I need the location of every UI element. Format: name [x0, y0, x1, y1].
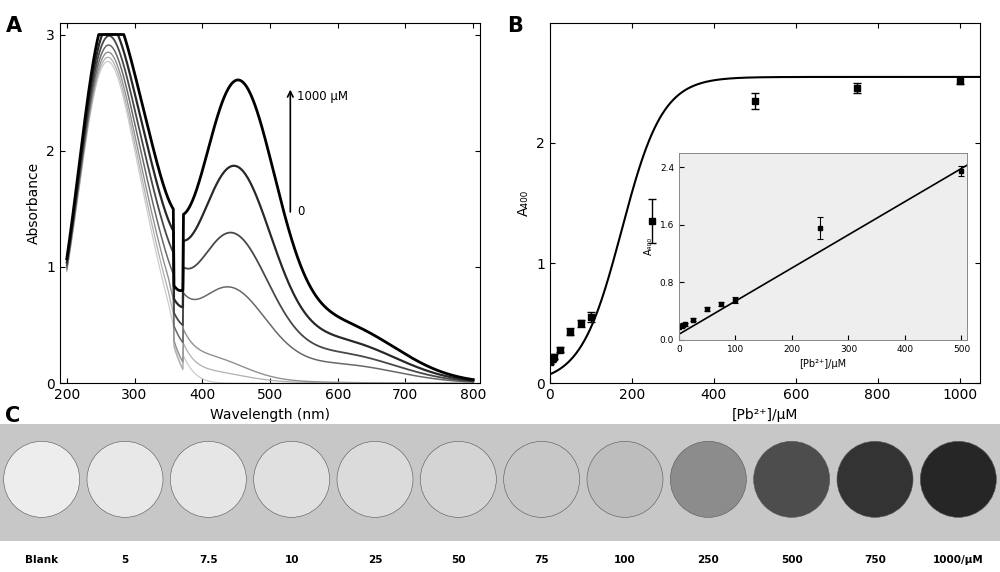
- Text: 50: 50: [451, 555, 466, 565]
- Bar: [0, 424, 1000, 541]
- Text: 10: 10: [284, 555, 299, 565]
- Ellipse shape: [670, 442, 746, 517]
- Text: C: C: [5, 406, 20, 426]
- Text: 500: 500: [781, 555, 803, 565]
- Text: B: B: [507, 15, 523, 35]
- Ellipse shape: [420, 442, 496, 517]
- Ellipse shape: [87, 442, 163, 517]
- Text: 1000/μM: 1000/μM: [933, 555, 984, 565]
- Text: 1000 μM: 1000 μM: [297, 90, 348, 104]
- Y-axis label: A₄₀₀: A₄₀₀: [517, 190, 531, 216]
- Text: 7.5: 7.5: [199, 555, 218, 565]
- Y-axis label: Absorbance: Absorbance: [27, 162, 41, 244]
- Ellipse shape: [837, 442, 913, 517]
- X-axis label: [Pb²⁺]/μM: [Pb²⁺]/μM: [732, 408, 798, 422]
- Text: 100: 100: [614, 555, 636, 565]
- Text: 25: 25: [368, 555, 382, 565]
- Ellipse shape: [504, 442, 580, 517]
- Ellipse shape: [254, 442, 330, 517]
- Text: Blank: Blank: [25, 555, 58, 565]
- Ellipse shape: [587, 442, 663, 517]
- Text: 0: 0: [297, 205, 304, 218]
- Ellipse shape: [4, 442, 80, 517]
- Text: 5: 5: [121, 555, 129, 565]
- Ellipse shape: [337, 442, 413, 517]
- Text: A: A: [5, 15, 22, 35]
- Text: 250: 250: [697, 555, 719, 565]
- Text: 75: 75: [534, 555, 549, 565]
- Text: 750: 750: [864, 555, 886, 565]
- Ellipse shape: [920, 442, 996, 517]
- Ellipse shape: [754, 442, 830, 517]
- Ellipse shape: [170, 442, 246, 517]
- X-axis label: Wavelength (nm): Wavelength (nm): [210, 408, 330, 422]
